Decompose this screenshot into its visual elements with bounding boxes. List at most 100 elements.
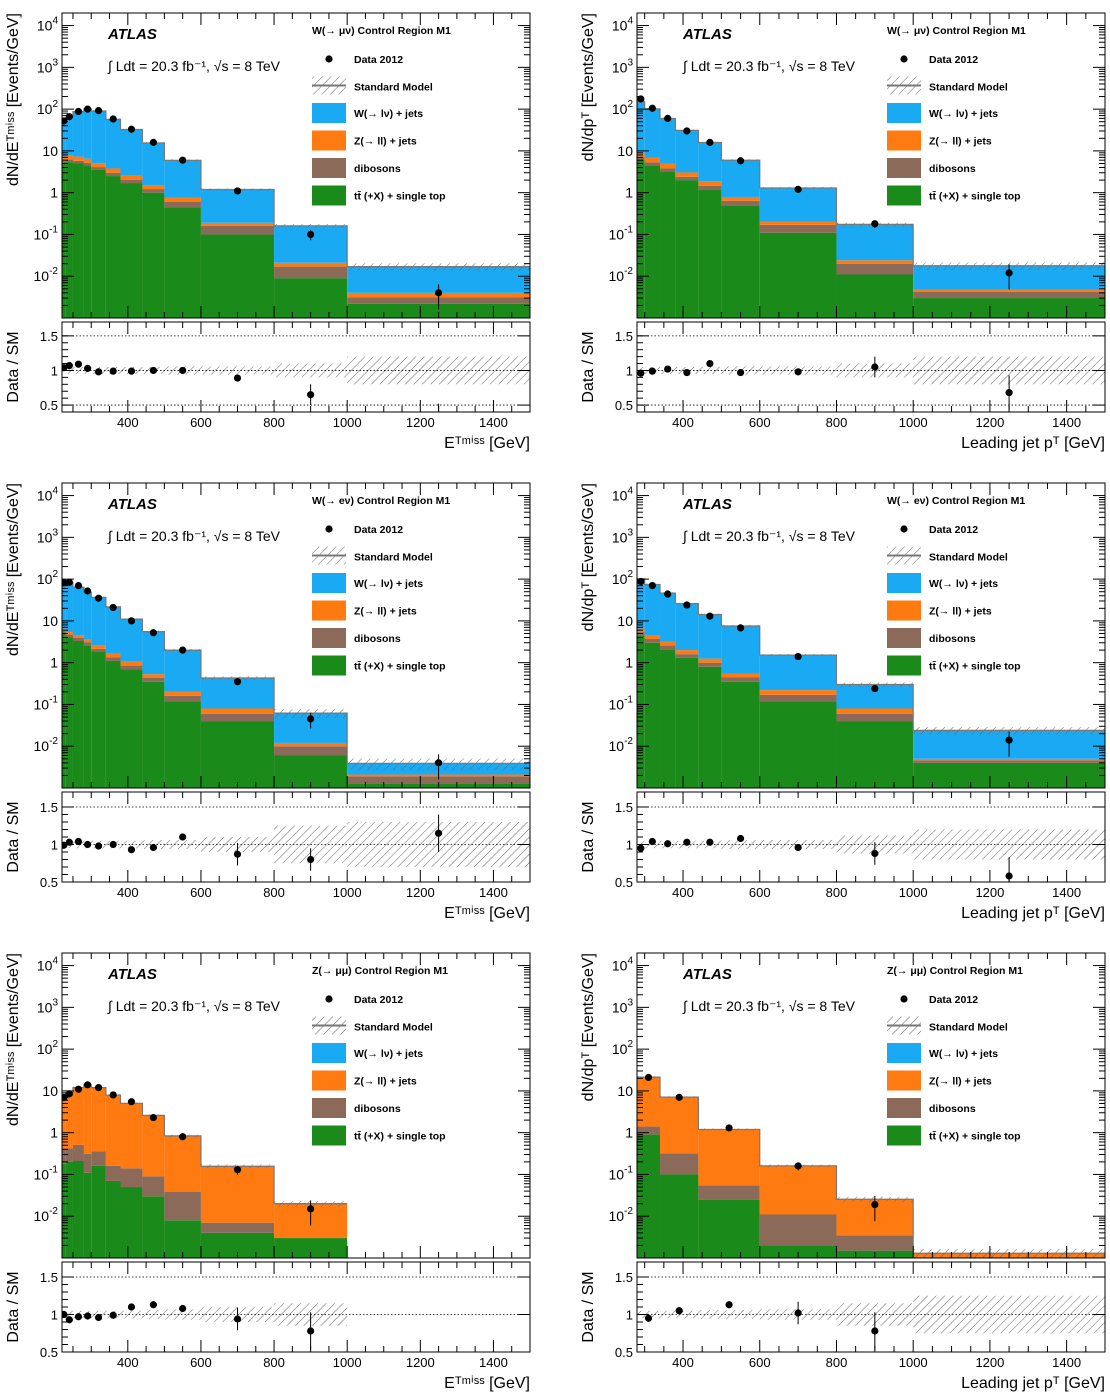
x-tick-label: 1200 bbox=[406, 885, 435, 900]
legend-w-label: W(→ lν) + jets bbox=[929, 108, 998, 120]
y-tick-label: 1 bbox=[50, 655, 58, 671]
bar-z-bin-3 bbox=[698, 1129, 760, 1186]
main-frame bbox=[61, 952, 531, 1259]
bar-dib-bin-7 bbox=[120, 179, 143, 184]
bar-dib-bin-7 bbox=[759, 224, 837, 233]
bar-top-bin-12 bbox=[347, 303, 530, 318]
x-tick-label: 600 bbox=[190, 1355, 212, 1370]
ratio-point-5 bbox=[94, 368, 103, 376]
bar-top-bin-8 bbox=[142, 1196, 165, 1258]
bar-z-bin-2 bbox=[65, 632, 73, 635]
ratio-panel: 0.5 1 1.5 Data / SM bbox=[5, 791, 531, 890]
legend-data-label: Data 2012 bbox=[929, 54, 978, 66]
y-tick-label: 104 bbox=[612, 956, 634, 974]
bar-dib-bin-3 bbox=[698, 1185, 760, 1200]
ratio-band-bin-5 bbox=[698, 367, 722, 374]
data-point-8 bbox=[149, 1113, 158, 1122]
bar-z-bin-2 bbox=[644, 157, 661, 163]
ratio-y-tick-label: 0.5 bbox=[615, 1345, 633, 1360]
ratio-y-label: Data / SM bbox=[580, 1271, 597, 1342]
ratio-point-9 bbox=[179, 1304, 187, 1313]
ratio-y-tick-label: 1 bbox=[626, 363, 633, 378]
data-point-7 bbox=[794, 185, 802, 193]
bar-w-bin-3 bbox=[72, 587, 84, 636]
bar-w-bin-7 bbox=[759, 655, 837, 691]
legend-top-label: tt̄ (+X) + single top bbox=[929, 661, 1021, 673]
bar-dib-bin-8 bbox=[836, 263, 914, 275]
data-point-10 bbox=[233, 187, 242, 195]
ratio-y-label: Data / SM bbox=[580, 801, 597, 872]
x-tick-label: 1200 bbox=[406, 415, 435, 430]
main-frame bbox=[636, 952, 1106, 1259]
ratio-y-tick-label: 0.5 bbox=[615, 398, 633, 413]
data-point-6 bbox=[736, 157, 745, 165]
bar-top-bin-8 bbox=[142, 192, 165, 318]
bar-top-bin-7 bbox=[120, 669, 143, 788]
bar-dib-bin-3 bbox=[72, 160, 84, 164]
bar-w-bin-4 bbox=[83, 108, 92, 159]
ratio-band-bin-7 bbox=[120, 840, 143, 849]
data-point-2 bbox=[65, 578, 73, 586]
legend-dib-swatch bbox=[312, 628, 346, 648]
y-tick-label: 104 bbox=[37, 16, 59, 34]
data-point-5 bbox=[94, 1083, 103, 1092]
x-tick-label: 600 bbox=[190, 415, 212, 430]
data-point-2 bbox=[648, 581, 656, 590]
data-point-6 bbox=[736, 624, 745, 632]
stacked-histogram bbox=[637, 1076, 1105, 1258]
x-tick-label: 1400 bbox=[1052, 885, 1081, 900]
legend-top-swatch bbox=[312, 185, 346, 206]
stacked-histogram bbox=[62, 107, 530, 318]
ratio-point-1 bbox=[637, 369, 645, 377]
x-tick-label: 600 bbox=[190, 885, 212, 900]
x-tick-label: 400 bbox=[672, 1355, 694, 1370]
data-point-2 bbox=[675, 1093, 683, 1101]
bar-z-bin-5 bbox=[698, 658, 722, 663]
bar-dib-bin-3 bbox=[72, 1144, 84, 1161]
legend-data-label: Data 2012 bbox=[929, 524, 978, 536]
y-tick-label: 104 bbox=[37, 956, 59, 974]
legend-z-label: Z(→ ll) + jets bbox=[929, 606, 992, 618]
legend-sm-label: Standard Model bbox=[929, 1022, 1008, 1034]
bar-w-bin-4 bbox=[675, 130, 699, 173]
ratio-band-bin-9 bbox=[164, 1309, 201, 1320]
bar-dib-bin-5 bbox=[698, 185, 722, 190]
legend-data-label: Data 2012 bbox=[354, 54, 403, 66]
data-points bbox=[62, 105, 443, 310]
bar-top-bin-1 bbox=[62, 1163, 66, 1258]
legend-z-swatch bbox=[887, 1070, 921, 1091]
bar-dib-bin-10 bbox=[200, 713, 275, 722]
x-tick-label: 400 bbox=[672, 415, 694, 430]
bar-top-bin-6 bbox=[105, 176, 121, 318]
y-tick-label: 1 bbox=[50, 1125, 58, 1141]
bar-z-bin-4 bbox=[83, 158, 92, 163]
bar-dib-bin-5 bbox=[698, 662, 722, 667]
data-point-2 bbox=[648, 104, 656, 112]
bar-z-bin-8 bbox=[142, 674, 165, 678]
bar-w-bin-7 bbox=[120, 619, 143, 662]
legend-dib-swatch bbox=[887, 1098, 921, 1118]
ratio-y-tick-label: 1 bbox=[51, 1308, 58, 1323]
legend-top-swatch bbox=[887, 1125, 921, 1146]
bar-dib-bin-1 bbox=[62, 160, 66, 164]
bar-w-bin-5 bbox=[91, 597, 106, 646]
bar-z-bin-5 bbox=[91, 645, 106, 649]
bar-dib-bin-2 bbox=[644, 638, 661, 643]
bar-z-bin-2 bbox=[644, 634, 661, 639]
y-tick-label: 103 bbox=[612, 997, 634, 1015]
bar-w-bin-4 bbox=[675, 603, 699, 651]
data-point-5 bbox=[871, 1200, 879, 1209]
bar-z-bin-1 bbox=[62, 1097, 66, 1150]
main-frame bbox=[636, 12, 1106, 319]
y-tick-label: 10-1 bbox=[609, 694, 634, 712]
bar-dib-bin-1 bbox=[62, 630, 66, 634]
ratio-point-6 bbox=[736, 368, 745, 377]
ratio-y-tick-label: 1 bbox=[51, 363, 58, 378]
y-tick-label: 10-1 bbox=[609, 1164, 634, 1182]
ratio-point-8 bbox=[871, 849, 879, 858]
x-tick-label: 800 bbox=[826, 885, 848, 900]
bar-dib-bin-7 bbox=[759, 694, 837, 702]
y-tick-label: 104 bbox=[37, 486, 59, 504]
data-point-11 bbox=[307, 715, 315, 723]
